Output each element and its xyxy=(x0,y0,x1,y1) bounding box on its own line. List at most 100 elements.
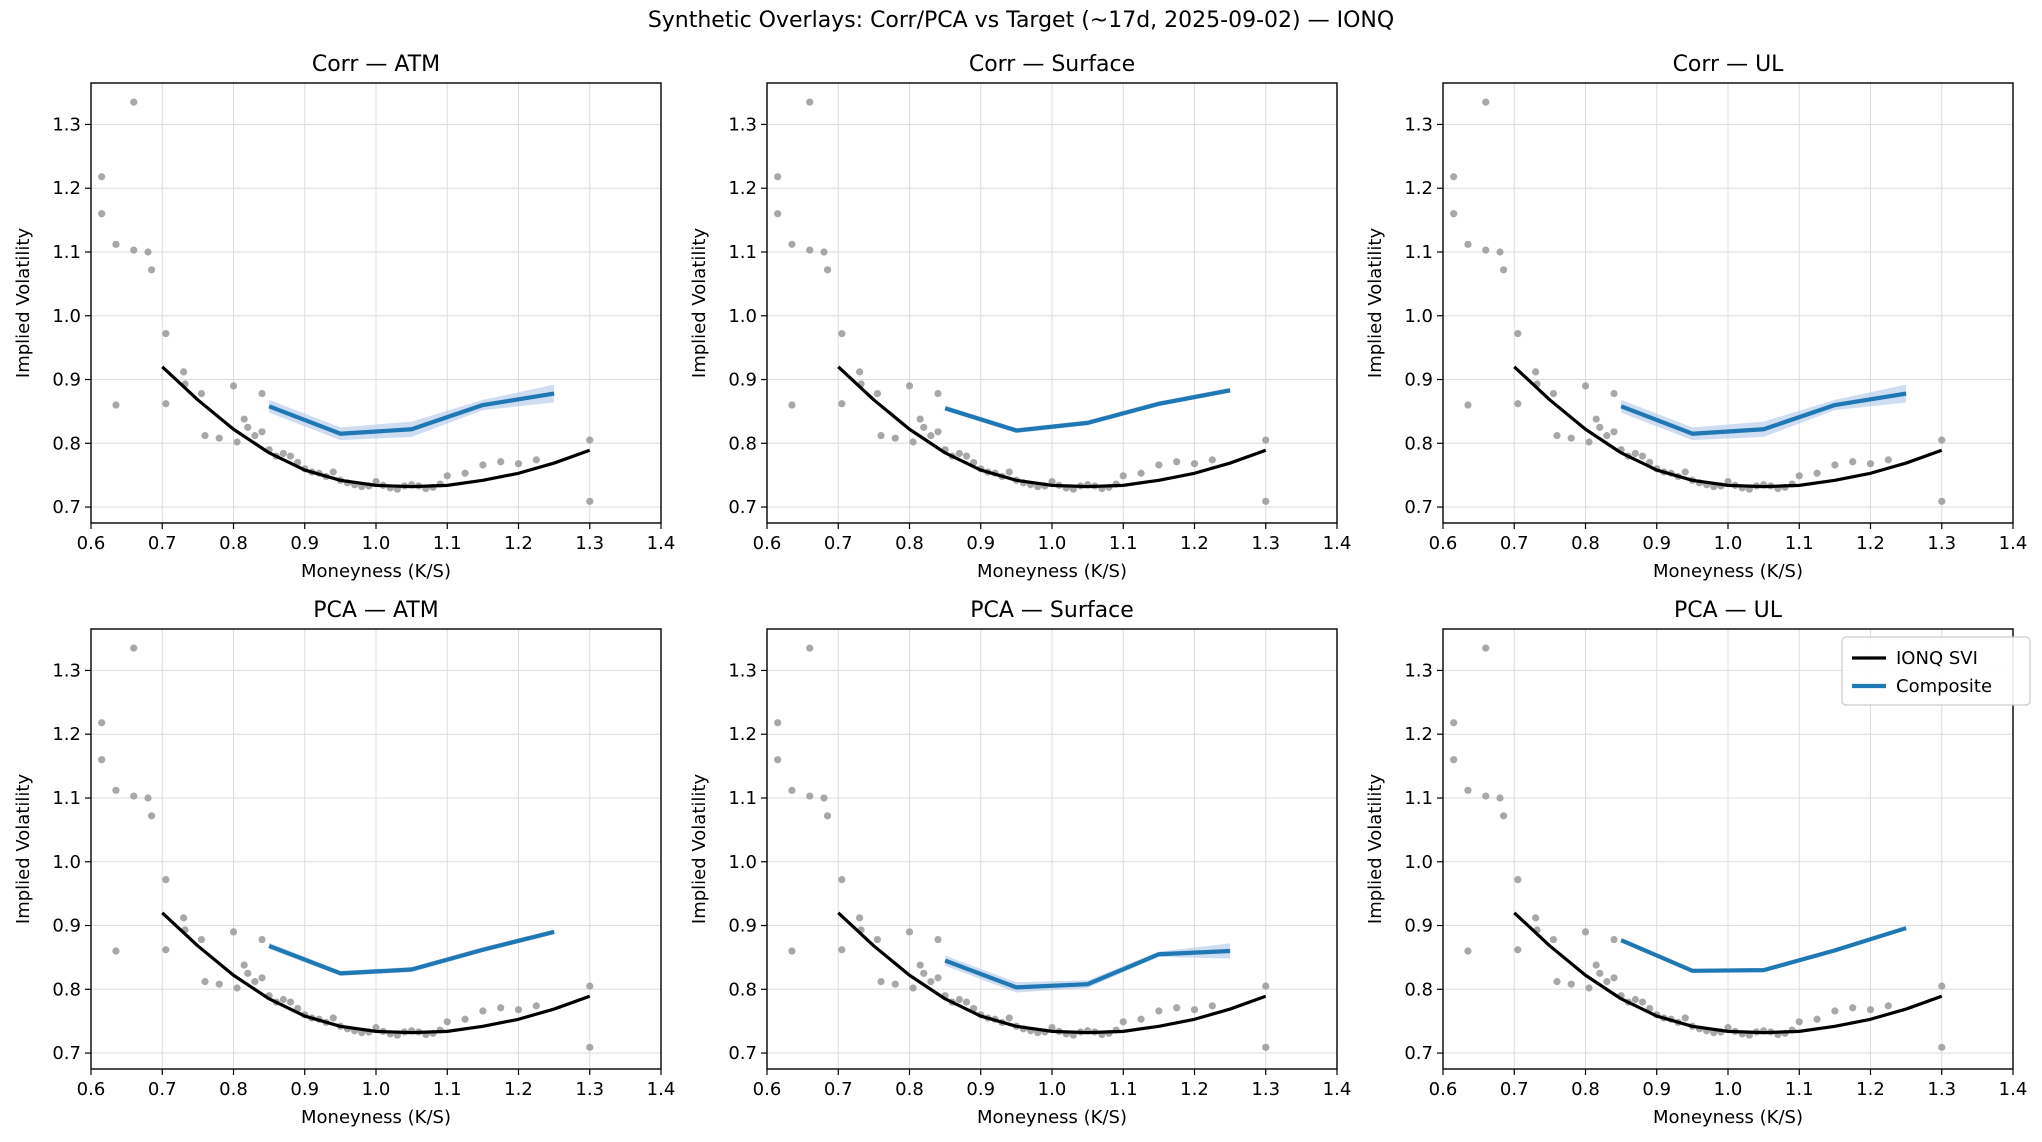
y-tick-label: 0.8 xyxy=(1404,433,1433,454)
scatter-point xyxy=(130,644,138,652)
x-tick-label: 1.3 xyxy=(1251,533,1280,554)
x-tick-label: 1.0 xyxy=(1714,533,1743,554)
y-tick-label: 1.0 xyxy=(728,306,757,327)
y-tick-label: 1.0 xyxy=(1404,852,1433,873)
composite-line xyxy=(268,929,555,976)
y-tick-label: 1.3 xyxy=(728,114,757,135)
scatter-point xyxy=(180,368,188,376)
scatter-point xyxy=(286,998,295,1006)
scatter-point xyxy=(788,786,796,794)
scatter-point xyxy=(1631,449,1639,458)
scatter-point xyxy=(1592,415,1600,423)
x-tick-label: 1.3 xyxy=(1251,1079,1280,1100)
axes-frame xyxy=(766,628,1338,1070)
scatter-point xyxy=(201,432,209,440)
x-tick-label: 1.2 xyxy=(1180,533,1209,554)
scatter-point xyxy=(532,456,540,464)
scatter-point xyxy=(1553,978,1561,986)
scatter-point xyxy=(329,468,337,476)
scatter-point xyxy=(774,210,782,218)
svi-line xyxy=(161,911,591,1035)
scatter-point xyxy=(240,415,248,423)
scatter-point xyxy=(1532,914,1540,922)
y-tick-label: 0.8 xyxy=(728,433,757,454)
x-tick-label: 0.9 xyxy=(966,1079,995,1100)
scatter-point xyxy=(788,240,796,248)
scatter-point xyxy=(1005,468,1013,476)
scatter-point xyxy=(838,400,846,408)
scatter-point xyxy=(258,974,266,982)
scatter-point xyxy=(934,428,942,436)
scatter-point xyxy=(838,876,846,884)
scatter-point xyxy=(258,428,266,436)
scatter-point xyxy=(197,935,206,944)
scatter-point xyxy=(443,1018,451,1026)
x-tick-label: 1.2 xyxy=(504,533,533,554)
subplot-title: PCA — Surface xyxy=(970,598,1133,623)
subplot-title: Corr — Surface xyxy=(969,52,1135,77)
scatter-point xyxy=(1938,1043,1946,1051)
scatter-point xyxy=(244,423,252,431)
subplot-title: Corr — UL xyxy=(1673,52,1785,77)
scatter-point xyxy=(806,644,814,652)
y-axis-label: Implied Volatility xyxy=(689,774,710,925)
scatter-point xyxy=(1585,438,1593,446)
axes-frame xyxy=(90,628,662,1070)
scatter-point xyxy=(162,330,170,338)
x-axis-label: Moneyness (K/S) xyxy=(1653,561,1803,582)
x-tick-label: 1.2 xyxy=(1856,533,1885,554)
scatter-point xyxy=(1553,432,1561,440)
scatter-point xyxy=(229,382,238,390)
y-tick-label: 1.3 xyxy=(728,660,757,681)
y-tick-label: 1.2 xyxy=(1404,724,1433,745)
scatter-point xyxy=(1155,461,1163,469)
subplot-3: 0.6 0.7 0.8 0.9 1.0 1.1 1.2 1.3 1.4 0.7 0.8 0.9 1.0 1… xyxy=(1365,52,2027,582)
scatter-point xyxy=(1532,368,1540,376)
scatter-point xyxy=(461,1015,469,1023)
legend: IONQ SVI Composite xyxy=(1841,636,2031,706)
scatter-point xyxy=(955,995,963,1004)
scatter-point xyxy=(823,812,832,820)
scatter-point xyxy=(279,449,287,458)
y-tick-label: 0.7 xyxy=(1404,1043,1433,1064)
x-tick-label: 0.9 xyxy=(290,1079,319,1100)
scatter-point xyxy=(788,947,796,955)
composite-band xyxy=(1621,384,1907,441)
y-tick-label: 1.1 xyxy=(52,242,81,263)
scatter-point xyxy=(233,438,241,446)
scatter-point xyxy=(532,1002,540,1010)
x-tick-label: 0.6 xyxy=(77,533,106,554)
scatter-point xyxy=(98,173,106,181)
y-tick-label: 0.7 xyxy=(52,497,81,518)
scatter-point xyxy=(920,423,928,431)
scatter-point xyxy=(1137,1015,1145,1023)
x-axis-label: Moneyness (K/S) xyxy=(977,1107,1127,1128)
y-tick-label: 0.8 xyxy=(1404,979,1433,1000)
y-tick-label: 0.9 xyxy=(1404,916,1433,937)
x-tick-label: 1.3 xyxy=(1927,533,1956,554)
x-tick-label: 0.8 xyxy=(1571,1079,1600,1100)
y-tick-label: 0.9 xyxy=(1404,370,1433,391)
scatter-point xyxy=(1831,1007,1839,1015)
scatter-point xyxy=(1831,461,1839,469)
scatter-point xyxy=(162,946,170,954)
scatter-point xyxy=(1450,173,1458,181)
svi-line xyxy=(837,911,1267,1035)
scatter-point xyxy=(1581,928,1590,936)
composite-line xyxy=(268,391,555,436)
y-tick-label: 0.9 xyxy=(52,916,81,937)
legend-label-composite: Composite xyxy=(1896,676,1992,697)
scatter-point xyxy=(920,969,928,977)
scatter-point xyxy=(1638,452,1647,460)
scatter-point xyxy=(201,978,209,986)
y-tick-label: 1.2 xyxy=(1404,178,1433,199)
x-tick-label: 1.4 xyxy=(647,1079,676,1100)
y-tick-label: 1.2 xyxy=(728,178,757,199)
x-tick-label: 0.6 xyxy=(77,1079,106,1100)
x-tick-label: 1.4 xyxy=(647,533,676,554)
scatter-point xyxy=(891,980,899,988)
scatter-point xyxy=(1137,469,1145,477)
scatter-point xyxy=(1482,644,1490,652)
composite-line xyxy=(944,948,1231,990)
scatter-point xyxy=(514,460,523,468)
